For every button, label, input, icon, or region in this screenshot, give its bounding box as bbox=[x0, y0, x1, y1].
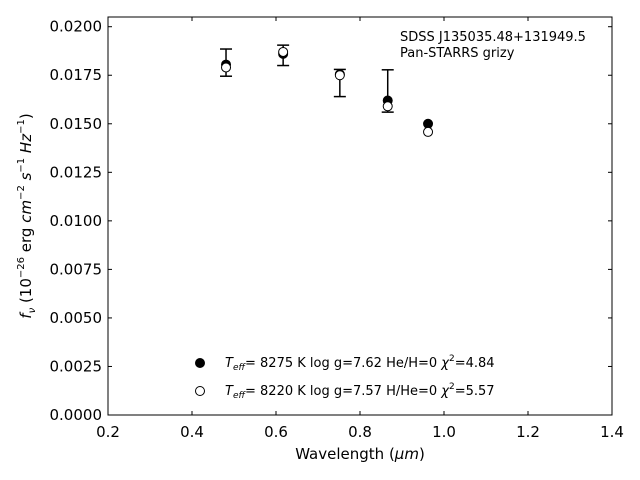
x-tick-label: 1.0 bbox=[432, 423, 456, 441]
legend-marker-open bbox=[195, 386, 205, 396]
model-point-open bbox=[278, 46, 289, 57]
y-tick-label: 0.0025 bbox=[50, 357, 103, 375]
x-tick-label: 0.6 bbox=[264, 423, 288, 441]
x-axis-label: Wavelength (μm) bbox=[295, 445, 425, 463]
x-tick-label: 0.4 bbox=[180, 423, 204, 441]
model-point-open bbox=[221, 62, 232, 73]
model-point-filled bbox=[423, 118, 434, 129]
y-tick-label: 0.0000 bbox=[50, 406, 103, 424]
x-tick-label: 0.2 bbox=[96, 423, 120, 441]
y-tick-label: 0.0200 bbox=[50, 18, 103, 36]
legend-label-1: Teff= 8275 K log g=7.62 He/H=0 χ2=4.84 bbox=[225, 354, 495, 373]
y-axis-label: fν (10−26 erg cm−2 s−1 Hz−1) bbox=[16, 113, 38, 318]
y-tick-label: 0.0125 bbox=[50, 163, 103, 181]
x-tick-label: 0.8 bbox=[348, 423, 372, 441]
y-tick-label: 0.0075 bbox=[50, 260, 103, 278]
y-tick-label: 0.0100 bbox=[50, 212, 103, 230]
model-point-open bbox=[382, 101, 393, 112]
y-tick-label: 0.0050 bbox=[50, 309, 103, 327]
model-point-open bbox=[334, 70, 345, 81]
data-points bbox=[221, 46, 434, 137]
error-bars bbox=[220, 44, 394, 113]
annotation-line-2: Pan-STARRS grizy bbox=[400, 46, 515, 61]
axis-ticks: 0.2 0.4 0.6 0.8 1.0 1.2 1.4 0.0000 0.0025 0.0050 0… bbox=[50, 17, 624, 441]
x-tick-label: 1.2 bbox=[516, 423, 540, 441]
x-tick-label: 1.4 bbox=[600, 423, 624, 441]
legend-marker-filled bbox=[195, 358, 205, 368]
y-tick-label: 0.0175 bbox=[50, 66, 103, 84]
legend: Teff= 8275 K log g=7.62 He/H=0 χ2=4.84 T… bbox=[195, 354, 495, 401]
legend-label-2: Teff= 8220 K log g=7.57 H/He=0 χ2=5.57 bbox=[225, 382, 495, 401]
annotation-line-1: SDSS J135035.48+131949.5 bbox=[400, 30, 586, 45]
y-tick-label: 0.0150 bbox=[50, 115, 103, 133]
model-point-open bbox=[423, 126, 434, 137]
